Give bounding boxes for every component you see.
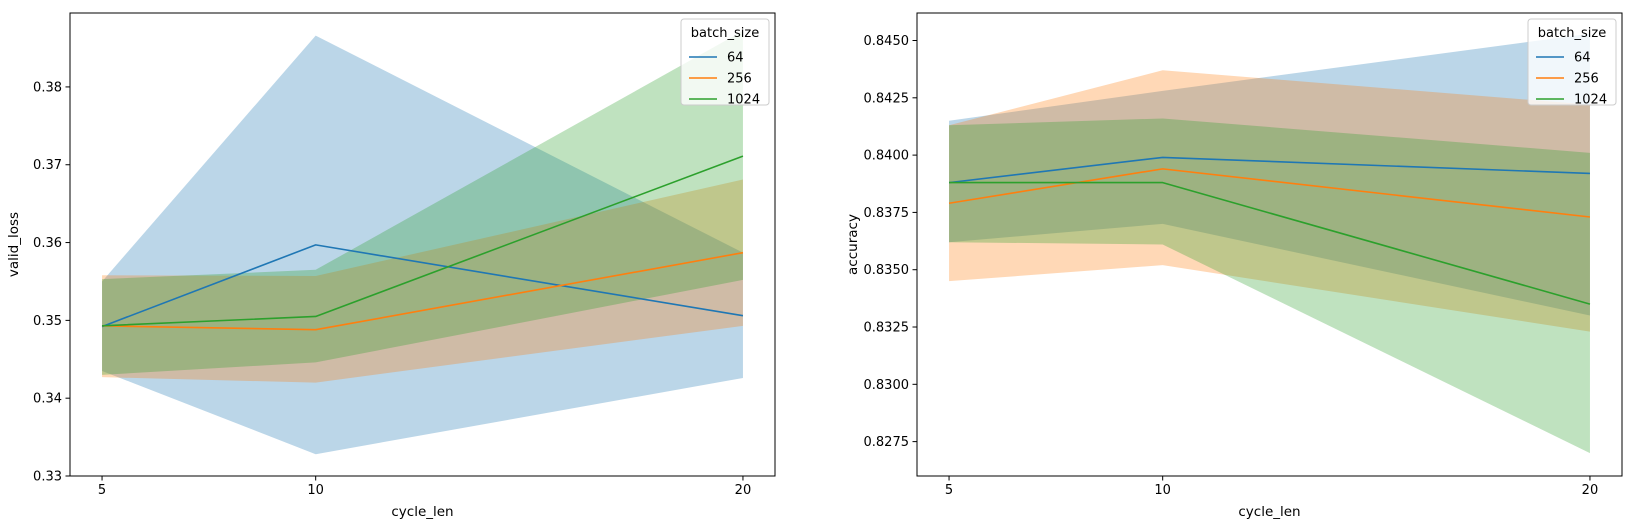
y-tick-label: 0.37 [33,158,62,173]
legend-entry-64: 64 [1574,51,1591,66]
y-tick-label: 0.8400 [864,149,910,164]
legend-entry-1024: 1024 [727,93,760,108]
x-axis-label: cycle_len [1238,504,1300,520]
legend-entry-256: 256 [1574,72,1599,87]
x-tick-label: 10 [1154,483,1171,498]
ci-band-1024 [949,118,1590,454]
y-tick-label: 0.38 [33,80,62,95]
legend-entry-1024: 1024 [1574,93,1607,108]
plot-frame [69,12,776,477]
y-tick-label: 0.35 [33,314,62,329]
x-axis-label: cycle_len [391,504,453,520]
x-tick-label: 5 [98,483,106,498]
x-tick-label: 10 [307,483,324,498]
chart-panel-2: 5 10 20 0.8275 0.8300 0.8325 0.8350 0.8375 0.840… [845,12,1623,520]
y-tick-label: 0.8450 [864,34,910,49]
y-tick-label: 0.8350 [864,263,910,278]
legend: batch_size 64 256 1024 [680,18,770,108]
y-tick-label: 0.36 [33,236,62,251]
legend-title: batch_size [1538,26,1606,41]
y-tick-label: 0.33 [33,470,62,485]
legend-title: batch_size [691,26,759,41]
ci-band-256 [102,179,743,383]
y-tick-label: 0.8300 [864,378,910,393]
y-tick-label: 0.8325 [864,321,910,336]
ci-band-256 [949,70,1590,332]
y-tick-label: 0.8275 [864,435,910,450]
legend-box [680,18,770,106]
legend: batch_size 64 256 1024 [1527,18,1617,108]
legend-entry-256: 256 [727,72,752,87]
legend-box [1527,18,1617,106]
x-tick-label: 20 [735,483,752,498]
y-tick-label: 0.8425 [864,91,910,106]
plot-frame [916,12,1623,477]
y-axis-label: accuracy [845,214,861,275]
y-axis-label: valid_loss [6,212,22,277]
y-tick-label: 0.8375 [864,206,910,221]
legend-entry-64: 64 [727,51,744,66]
chart-panel-1: 5 10 20 0.33 0.34 0.35 0.36 0.37 0.38 cycle_len va… [6,12,776,520]
x-tick-label: 5 [945,483,953,498]
ci-band-64 [949,33,1590,316]
y-tick-label: 0.34 [33,392,62,407]
ci-band-64 [102,35,743,455]
x-tick-label: 20 [1582,483,1599,498]
